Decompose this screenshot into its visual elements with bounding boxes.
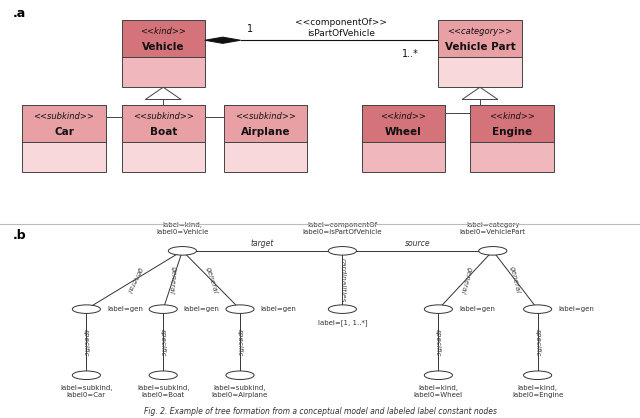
Text: Engine: Engine xyxy=(492,127,532,137)
Bar xyxy=(22,105,106,142)
Text: Fig. 2. Example of tree formation from a conceptual model and labeled label cons: Fig. 2. Example of tree formation from a… xyxy=(143,407,497,416)
Text: label=kind,
label0=Vehicle: label=kind, label0=Vehicle xyxy=(156,222,209,235)
Text: <<kind>>: <<kind>> xyxy=(140,28,186,36)
Text: label=gen: label=gen xyxy=(184,306,220,312)
Bar xyxy=(438,20,522,57)
Circle shape xyxy=(149,305,177,314)
Bar xyxy=(362,105,445,142)
Bar xyxy=(362,105,445,172)
Text: label=kind,
label0=Wheel: label=kind, label0=Wheel xyxy=(414,385,463,398)
Text: label=subkind,
label0=Car: label=subkind, label0=Car xyxy=(60,385,113,398)
Circle shape xyxy=(424,371,452,380)
Circle shape xyxy=(72,371,100,380)
Text: .b: .b xyxy=(13,229,26,242)
Text: Wheel: Wheel xyxy=(385,127,422,137)
Polygon shape xyxy=(205,37,241,43)
Bar xyxy=(224,105,307,172)
Text: general: general xyxy=(459,266,472,294)
Bar xyxy=(122,20,205,57)
Text: label=gen: label=gen xyxy=(260,306,296,312)
Text: <<componentOf>>: <<componentOf>> xyxy=(295,18,387,27)
Polygon shape xyxy=(145,87,181,99)
Circle shape xyxy=(524,371,552,380)
Text: label=subkind,
label0=Boat: label=subkind, label0=Boat xyxy=(137,385,189,398)
Text: Vehicle Part: Vehicle Part xyxy=(445,42,515,52)
Text: label=[1, 1..*]: label=[1, 1..*] xyxy=(317,319,367,326)
Polygon shape xyxy=(462,87,498,99)
Circle shape xyxy=(72,305,100,314)
Bar xyxy=(470,105,554,172)
Text: source: source xyxy=(404,239,431,248)
Text: isPartOfVehicle: isPartOfVehicle xyxy=(307,29,375,38)
Text: cardinalities: cardinalities xyxy=(339,258,346,302)
Bar xyxy=(22,105,106,172)
Circle shape xyxy=(168,247,196,255)
Bar xyxy=(122,105,205,172)
Bar xyxy=(122,105,205,142)
Text: label=componentOf
label0=isPartOfVehicle: label=componentOf label0=isPartOfVehicle xyxy=(303,222,382,235)
Text: <<subkind>>: <<subkind>> xyxy=(33,112,95,121)
Text: Vehicle: Vehicle xyxy=(142,42,184,52)
Circle shape xyxy=(524,305,552,314)
Text: specific: specific xyxy=(237,329,243,356)
Text: <<subkind>>: <<subkind>> xyxy=(235,112,296,121)
Text: Car: Car xyxy=(54,127,74,137)
Text: .a: .a xyxy=(13,7,26,20)
Text: general: general xyxy=(509,266,521,294)
Text: specific: specific xyxy=(435,329,442,356)
Text: 1..*: 1..* xyxy=(403,49,419,59)
Circle shape xyxy=(479,247,507,255)
Circle shape xyxy=(149,371,177,380)
Text: <<subkind>>: <<subkind>> xyxy=(132,112,194,121)
Text: label=gen: label=gen xyxy=(459,306,495,312)
Circle shape xyxy=(328,247,356,255)
Text: general: general xyxy=(168,266,177,294)
Text: label=subkind,
label0=Airplane: label=subkind, label0=Airplane xyxy=(212,385,268,398)
Circle shape xyxy=(226,305,254,314)
Text: <<kind>>: <<kind>> xyxy=(380,112,426,121)
Text: label=gen: label=gen xyxy=(107,306,143,312)
Text: general: general xyxy=(204,266,218,294)
Text: label=kind,
label0=Engine: label=kind, label0=Engine xyxy=(512,385,563,398)
Text: 1: 1 xyxy=(247,23,253,33)
Text: specific: specific xyxy=(160,329,166,356)
Circle shape xyxy=(328,305,356,314)
Text: Airplane: Airplane xyxy=(241,127,291,137)
Text: <<kind>>: <<kind>> xyxy=(489,112,535,121)
Text: general: general xyxy=(125,266,143,294)
Text: specific: specific xyxy=(83,329,90,356)
Bar xyxy=(438,20,522,87)
Text: Boat: Boat xyxy=(150,127,177,137)
Text: <<category>>: <<category>> xyxy=(447,28,513,36)
Text: label=gen: label=gen xyxy=(558,306,594,312)
Bar xyxy=(224,105,307,142)
Circle shape xyxy=(424,305,452,314)
Bar xyxy=(470,105,554,142)
Circle shape xyxy=(226,371,254,380)
Bar xyxy=(122,20,205,87)
Text: label=category
label0=VehiclePart: label=category label0=VehiclePart xyxy=(460,222,526,235)
Text: target: target xyxy=(251,239,274,248)
Text: specific: specific xyxy=(534,329,541,356)
